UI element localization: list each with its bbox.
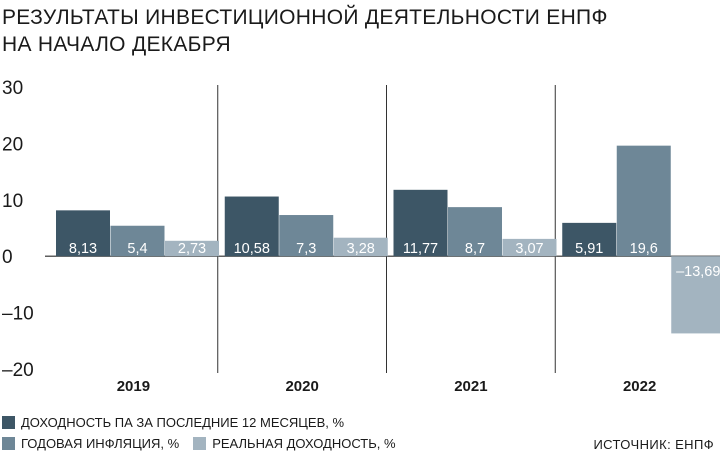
bar-value-label: 3,28 <box>347 241 375 257</box>
bar <box>110 225 165 257</box>
bar-value-label: –13,69 <box>676 264 720 280</box>
chart-title-line-1: РЕЗУЛЬТАТЫ ИНВЕСТИЦИОННОЙ ДЕЯТЕЛЬНОСТИ Е… <box>2 6 608 29</box>
bar-value-label: 2,73 <box>178 241 206 257</box>
x-category-label: 2022 <box>623 378 656 395</box>
bar <box>165 240 219 257</box>
bar-value-label: 11,77 <box>403 241 438 257</box>
y-tick-label: 30 <box>2 78 23 99</box>
legend-item-real-yield: РЕАЛЬНАЯ ДОХОДНОСТЬ, % <box>193 436 396 451</box>
y-tick-label: 20 <box>2 134 23 155</box>
legend-swatch-inflation <box>2 437 15 450</box>
bar <box>393 189 448 257</box>
bar-value-label: 3,07 <box>515 241 543 257</box>
bar <box>562 222 617 257</box>
x-category-label: 2021 <box>454 378 487 395</box>
bar-value-label: 8,13 <box>69 241 97 257</box>
bar-value-label: 19,6 <box>630 241 658 257</box>
bar <box>224 196 279 257</box>
x-category-label: 2020 <box>285 378 318 395</box>
source-note: ИСТОЧНИК: ЕНПФ <box>593 437 714 452</box>
bar-value-label: 8,7 <box>465 241 485 257</box>
bar <box>56 210 110 257</box>
y-tick-label: 10 <box>2 191 23 212</box>
bar <box>671 256 720 334</box>
chart-legend: ДОХОДНОСТЬ ПА ЗА ПОСЛЕДНИЕ 12 МЕСЯЦЕВ, %… <box>2 412 410 454</box>
y-tick-label: 0 <box>2 247 13 268</box>
bar-chart: 30 20 10 0 –10 –20 8,13 5,4 2,73 2019 10,58 7,3 3,28… <box>2 78 720 395</box>
y-tick-label: –20 <box>2 360 34 381</box>
chart-title: РЕЗУЛЬТАТЫ ИНВЕСТИЦИОННОЙ ДЕЯТЕЛЬНОСТИ Е… <box>2 4 718 58</box>
bar-value-label: 7,3 <box>296 241 316 257</box>
bar <box>279 215 334 257</box>
bar <box>616 145 671 257</box>
legend-label-real-yield: РЕАЛЬНАЯ ДОХОДНОСТЬ, % <box>212 436 396 451</box>
bar <box>502 238 557 257</box>
bar-value-label: 10,58 <box>234 241 270 257</box>
legend-swatch-yield <box>2 416 15 429</box>
y-tick-label: –10 <box>2 304 34 325</box>
bar-value-label: 5,91 <box>575 241 603 257</box>
bar-value-label: 5,4 <box>127 241 147 257</box>
legend-swatch-real-yield <box>193 437 207 450</box>
bar <box>333 237 388 257</box>
x-category-label: 2019 <box>117 378 150 395</box>
legend-item-yield: ДОХОДНОСТЬ ПА ЗА ПОСЛЕДНИЕ 12 МЕСЯЦЕВ, % <box>2 415 344 430</box>
chart-title-line-2: НА НАЧАЛО ДЕКАБРЯ <box>2 33 232 56</box>
legend-label-inflation: ГОДОВАЯ ИНФЛЯЦИЯ, % <box>21 436 180 451</box>
legend-label-yield: ДОХОДНОСТЬ ПА ЗА ПОСЛЕДНИЕ 12 МЕСЯЦЕВ, % <box>21 415 345 430</box>
legend-item-inflation: ГОДОВАЯ ИНФЛЯЦИЯ, % <box>2 436 179 451</box>
bar <box>448 207 502 257</box>
